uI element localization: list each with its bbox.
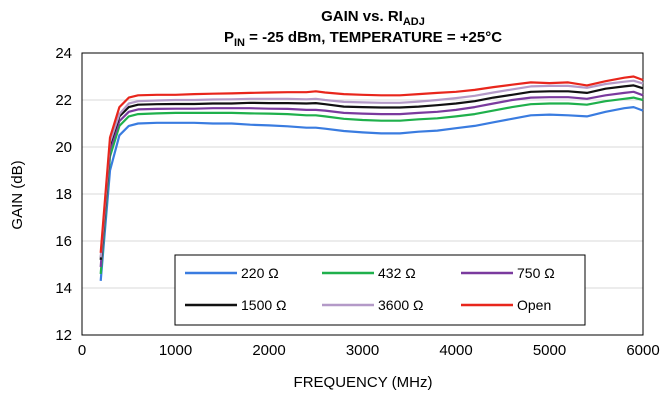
y-tick-labels: 12 14 16 18 20 22 24 xyxy=(55,45,72,344)
y-tick-label-0: 12 xyxy=(55,327,72,344)
y-tick-label-2: 16 xyxy=(55,233,72,250)
x-axis-label: FREQUENCY (MHz) xyxy=(294,374,433,391)
y-tick-label-6: 24 xyxy=(55,45,72,62)
x-tick-label-3: 3000 xyxy=(346,342,379,359)
legend-label-5: Open xyxy=(517,297,551,313)
x-tick-label-6: 6000 xyxy=(626,342,659,359)
y-tick-label-3: 18 xyxy=(55,186,72,203)
series-line-0 xyxy=(99,105,644,281)
plot-area-frame xyxy=(81,52,644,336)
legend-label-2: 750 Ω xyxy=(517,265,555,281)
legend-label-3: 1500 Ω xyxy=(241,297,287,313)
series-line-4 xyxy=(99,79,644,258)
x-tick-label-4: 4000 xyxy=(439,342,472,359)
y-tick-label-5: 22 xyxy=(55,92,72,109)
x-tick-label-0: 0 xyxy=(78,342,86,359)
legend-label-4: 3600 Ω xyxy=(378,297,424,313)
x-tick-label-2: 2000 xyxy=(252,342,285,359)
chart-title-line1: GAIN vs. RIADJ xyxy=(321,8,425,28)
series-line-1 xyxy=(99,96,644,274)
series-lines xyxy=(99,75,644,281)
series-line-3 xyxy=(99,84,644,260)
x-tick-labels: 0 1000 2000 3000 4000 5000 6000 xyxy=(78,342,660,359)
chart-title-line2: PIN = -25 dBm, TEMPERATURE = +25°C xyxy=(224,29,502,49)
series-line-2 xyxy=(99,90,644,267)
series-line-5 xyxy=(99,75,644,253)
legend: 220 Ω 432 Ω 750 Ω 1500 Ω 3600 Ω Open xyxy=(174,254,586,326)
y-tick-label-1: 14 xyxy=(55,280,72,297)
y-axis-label: GAIN (dB) xyxy=(9,160,26,229)
legend-label-0: 220 Ω xyxy=(241,265,279,281)
x-tick-label-1: 1000 xyxy=(159,342,192,359)
y-tick-label-4: 20 xyxy=(55,139,72,156)
x-tick-label-5: 5000 xyxy=(533,342,566,359)
legend-label-1: 432 Ω xyxy=(378,265,416,281)
legend-frame xyxy=(174,254,586,326)
